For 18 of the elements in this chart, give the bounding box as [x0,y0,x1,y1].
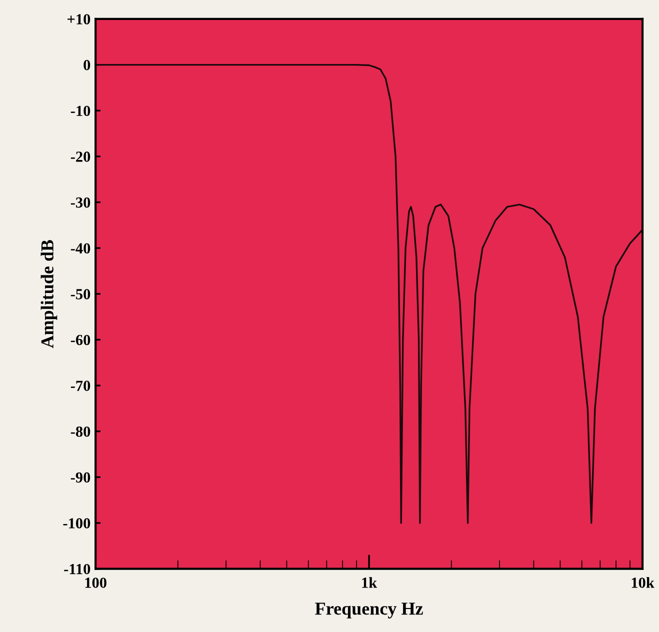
y-tick-label: -100 [63,518,90,528]
y-tick-label: -30 [70,197,90,208]
y-tick-label: -10 [70,106,90,116]
y-tick-label: -20 [70,152,90,162]
y-tick-label: -80 [70,426,90,437]
x-tick-label: 100 [85,578,106,588]
y-tick-label: -90 [70,472,90,483]
y-tick-label: 0 [84,60,90,70]
y-tick-label: +10 [68,14,90,24]
y-tick-label: -110 [64,564,90,574]
x-tick-label: 10k [632,577,654,588]
y-tick-label: -50 [70,289,90,300]
x-axis-title: Frequency Hz [315,602,423,618]
y-tick-label: -40 [70,243,90,254]
x-tick-label: 1k [362,577,378,588]
y-tick-label: -60 [70,334,90,346]
y-axis-title: Amplitude dB [40,240,58,348]
y-tick-label: -70 [70,380,90,391]
